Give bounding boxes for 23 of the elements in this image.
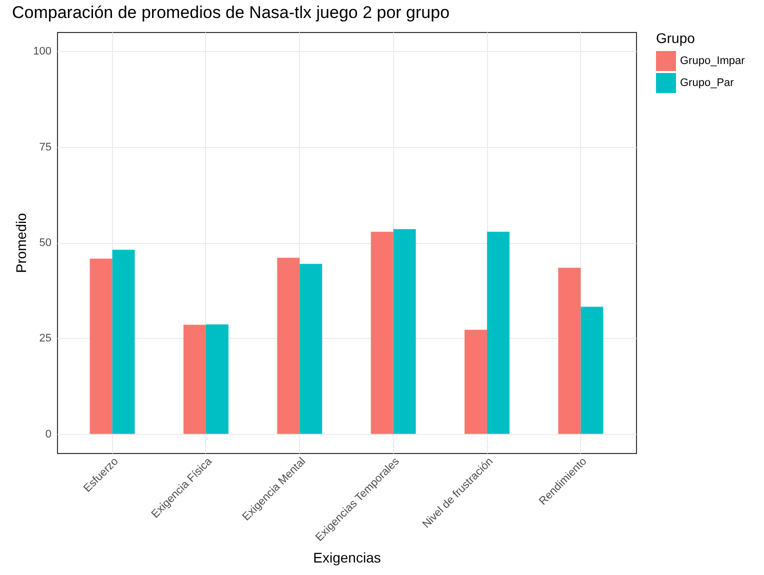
bar — [277, 258, 300, 434]
legend-label: Grupo_Impar — [680, 55, 746, 67]
bar — [393, 229, 416, 434]
y-tick-label: 100 — [33, 46, 52, 58]
y-tick-label: 0 — [45, 428, 52, 440]
y-tick-label: 25 — [39, 332, 52, 345]
y-tick-label: 50 — [39, 237, 52, 249]
chart-title: Comparación de promedios de Nasa-tlx juego 2 por grupo — [12, 3, 450, 22]
y-tick-label: 75 — [39, 141, 52, 154]
bar — [464, 330, 488, 434]
bar — [112, 250, 135, 434]
bar — [183, 324, 206, 434]
bar — [370, 232, 394, 434]
bar — [580, 306, 604, 434]
legend-title: Grupo — [656, 30, 696, 46]
legend-label: Grupo_Par — [680, 77, 734, 89]
bar — [300, 264, 322, 434]
bar — [487, 232, 510, 434]
y-axis-title: Promedio — [13, 212, 30, 273]
bar — [90, 258, 112, 434]
bar — [206, 324, 228, 434]
bar — [558, 268, 581, 434]
x-axis-title: Exigencias — [313, 549, 381, 566]
